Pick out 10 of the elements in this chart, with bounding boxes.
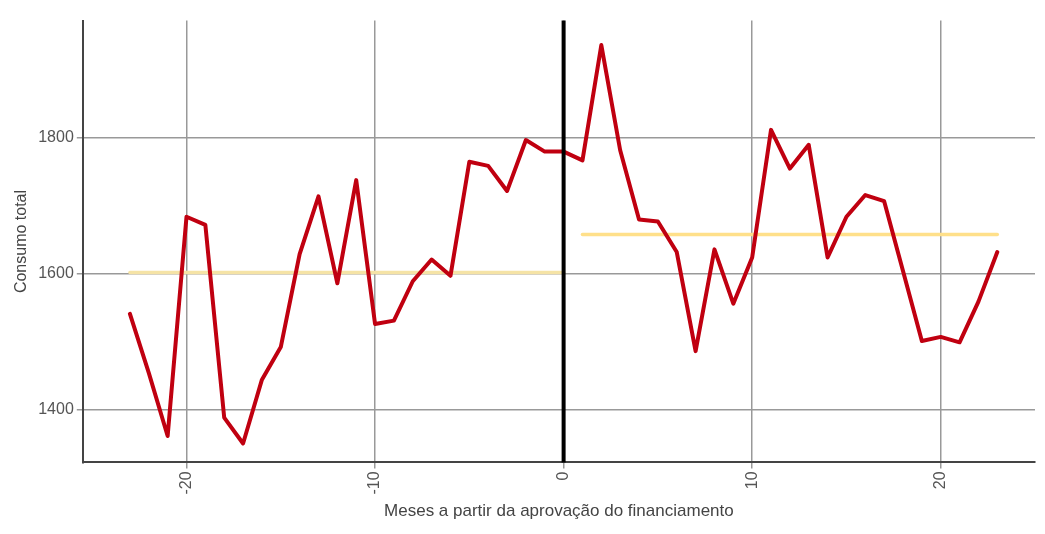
y-tick-label: 1800: [38, 128, 74, 146]
y-axis-title: Consumo total: [12, 189, 30, 294]
x-tick-label: -10: [365, 471, 383, 495]
x-tick-label: 0: [554, 471, 572, 481]
x-tick-label: 20: [931, 471, 949, 490]
x-tick-label: -20: [176, 471, 194, 495]
y-tick-label: 1600: [38, 264, 74, 282]
y-tick-label: 1400: [38, 399, 74, 417]
x-axis-title: Meses a partir da aprovação do financiamento: [384, 501, 734, 521]
x-tick-label: 10: [742, 471, 760, 490]
